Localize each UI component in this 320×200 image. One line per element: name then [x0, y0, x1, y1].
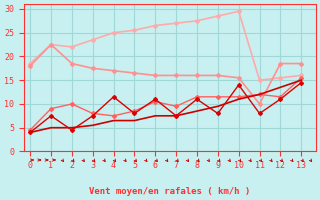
X-axis label: Vent moyen/en rafales ( km/h ): Vent moyen/en rafales ( km/h )	[89, 187, 251, 196]
